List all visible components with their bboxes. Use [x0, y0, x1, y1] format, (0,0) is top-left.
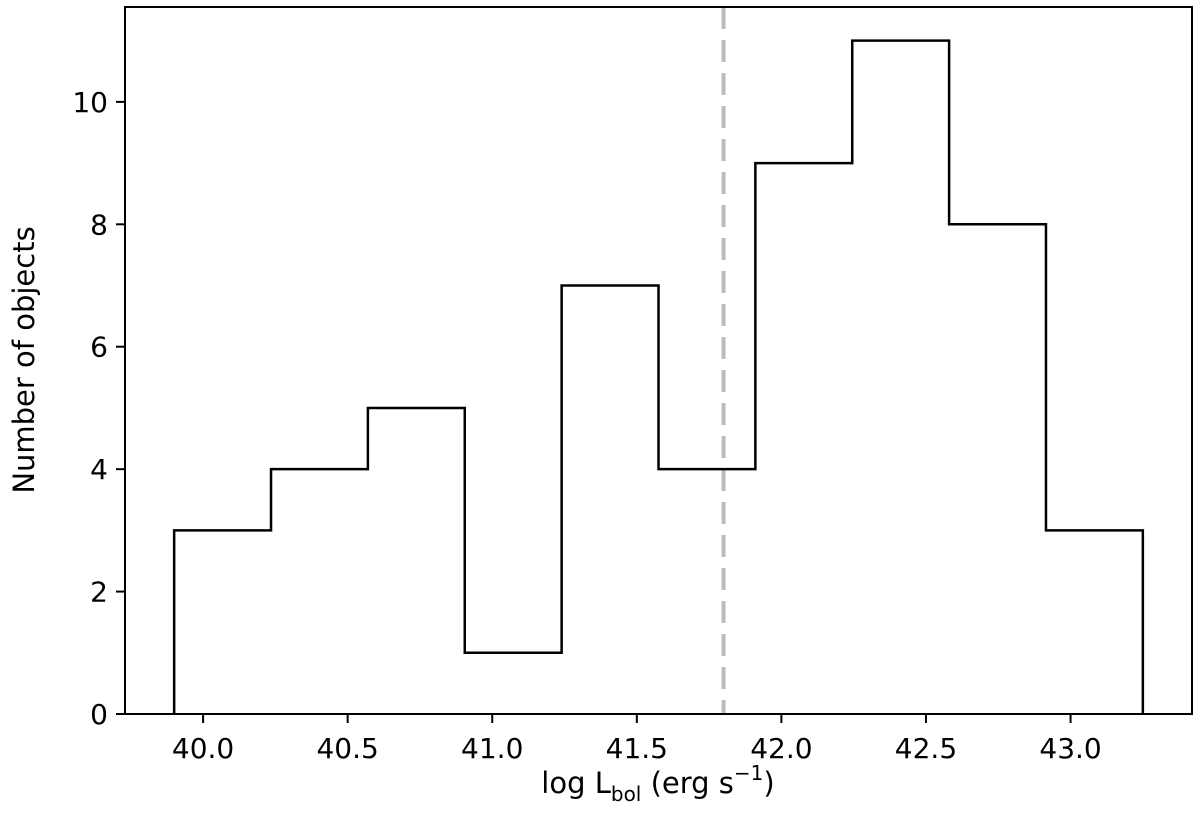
histogram-bin: [368, 408, 465, 714]
x-axis-label: log Lbol (erg s−1): [541, 761, 774, 806]
plot-frame: [124, 6, 1193, 715]
histogram-bin: [174, 530, 271, 714]
y-tick-label: 6: [90, 331, 108, 364]
histogram-step-outline: [172, 39, 1145, 714]
x-tick-label: 42.5: [895, 732, 957, 765]
y-axis-ticks: 0 2 4 6 8 10: [72, 86, 125, 731]
y-tick-label: 2: [90, 576, 108, 609]
x-tick-label: 41.0: [461, 732, 523, 765]
x-tick-label: 40.0: [172, 732, 234, 765]
y-tick-label: 4: [90, 453, 108, 486]
histogram-bin: [465, 653, 562, 714]
histogram-bin: [949, 224, 1046, 714]
y-tick-label: 8: [90, 208, 108, 241]
histogram-bin: [852, 41, 949, 714]
x-axis-ticks: 40.0 40.5 41.0 41.5 42.0 42.5 43.0: [172, 714, 1102, 765]
x-tick-label: 43.0: [1039, 732, 1101, 765]
histogram-bin: [562, 286, 659, 714]
y-axis-label: Number of objects: [7, 226, 41, 493]
plot-layer: [172, 7, 1145, 714]
histogram-bin: [755, 163, 852, 714]
histogram-bin: [659, 469, 756, 714]
y-tick-label: 0: [90, 698, 108, 731]
x-tick-label: 42.0: [750, 732, 812, 765]
histogram-bin: [271, 469, 368, 714]
histogram-bin: [1046, 530, 1143, 714]
x-tick-label: 41.5: [606, 732, 668, 765]
x-tick-label: 40.5: [316, 732, 378, 765]
y-tick-label: 10: [72, 86, 108, 119]
